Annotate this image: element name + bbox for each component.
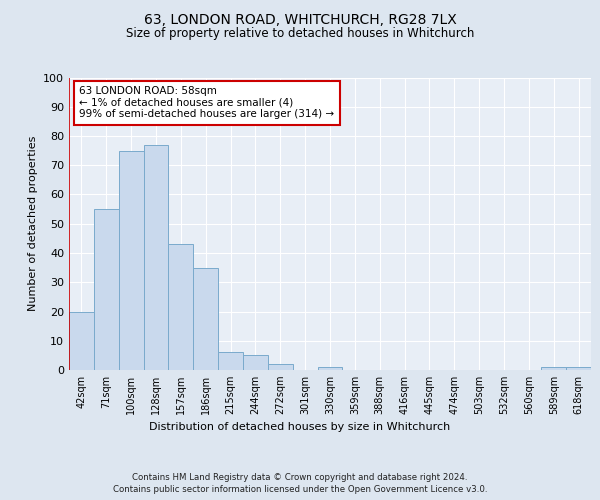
Text: Distribution of detached houses by size in Whitchurch: Distribution of detached houses by size … — [149, 422, 451, 432]
Bar — [268, 364, 293, 370]
Bar — [317, 367, 343, 370]
Text: Contains HM Land Registry data © Crown copyright and database right 2024.: Contains HM Land Registry data © Crown c… — [132, 472, 468, 482]
Bar — [94, 209, 119, 370]
Text: 63 LONDON ROAD: 58sqm
← 1% of detached houses are smaller (4)
99% of semi-detach: 63 LONDON ROAD: 58sqm ← 1% of detached h… — [79, 86, 335, 120]
Bar — [143, 145, 169, 370]
Bar — [566, 367, 591, 370]
Bar — [119, 150, 143, 370]
Y-axis label: Number of detached properties: Number of detached properties — [28, 136, 38, 312]
Text: Contains public sector information licensed under the Open Government Licence v3: Contains public sector information licen… — [113, 485, 487, 494]
Bar — [193, 268, 218, 370]
Bar — [243, 356, 268, 370]
Text: Size of property relative to detached houses in Whitchurch: Size of property relative to detached ho… — [126, 28, 474, 40]
Bar — [169, 244, 193, 370]
Text: 63, LONDON ROAD, WHITCHURCH, RG28 7LX: 63, LONDON ROAD, WHITCHURCH, RG28 7LX — [143, 12, 457, 26]
Bar — [69, 312, 94, 370]
Bar — [218, 352, 243, 370]
Bar — [541, 367, 566, 370]
